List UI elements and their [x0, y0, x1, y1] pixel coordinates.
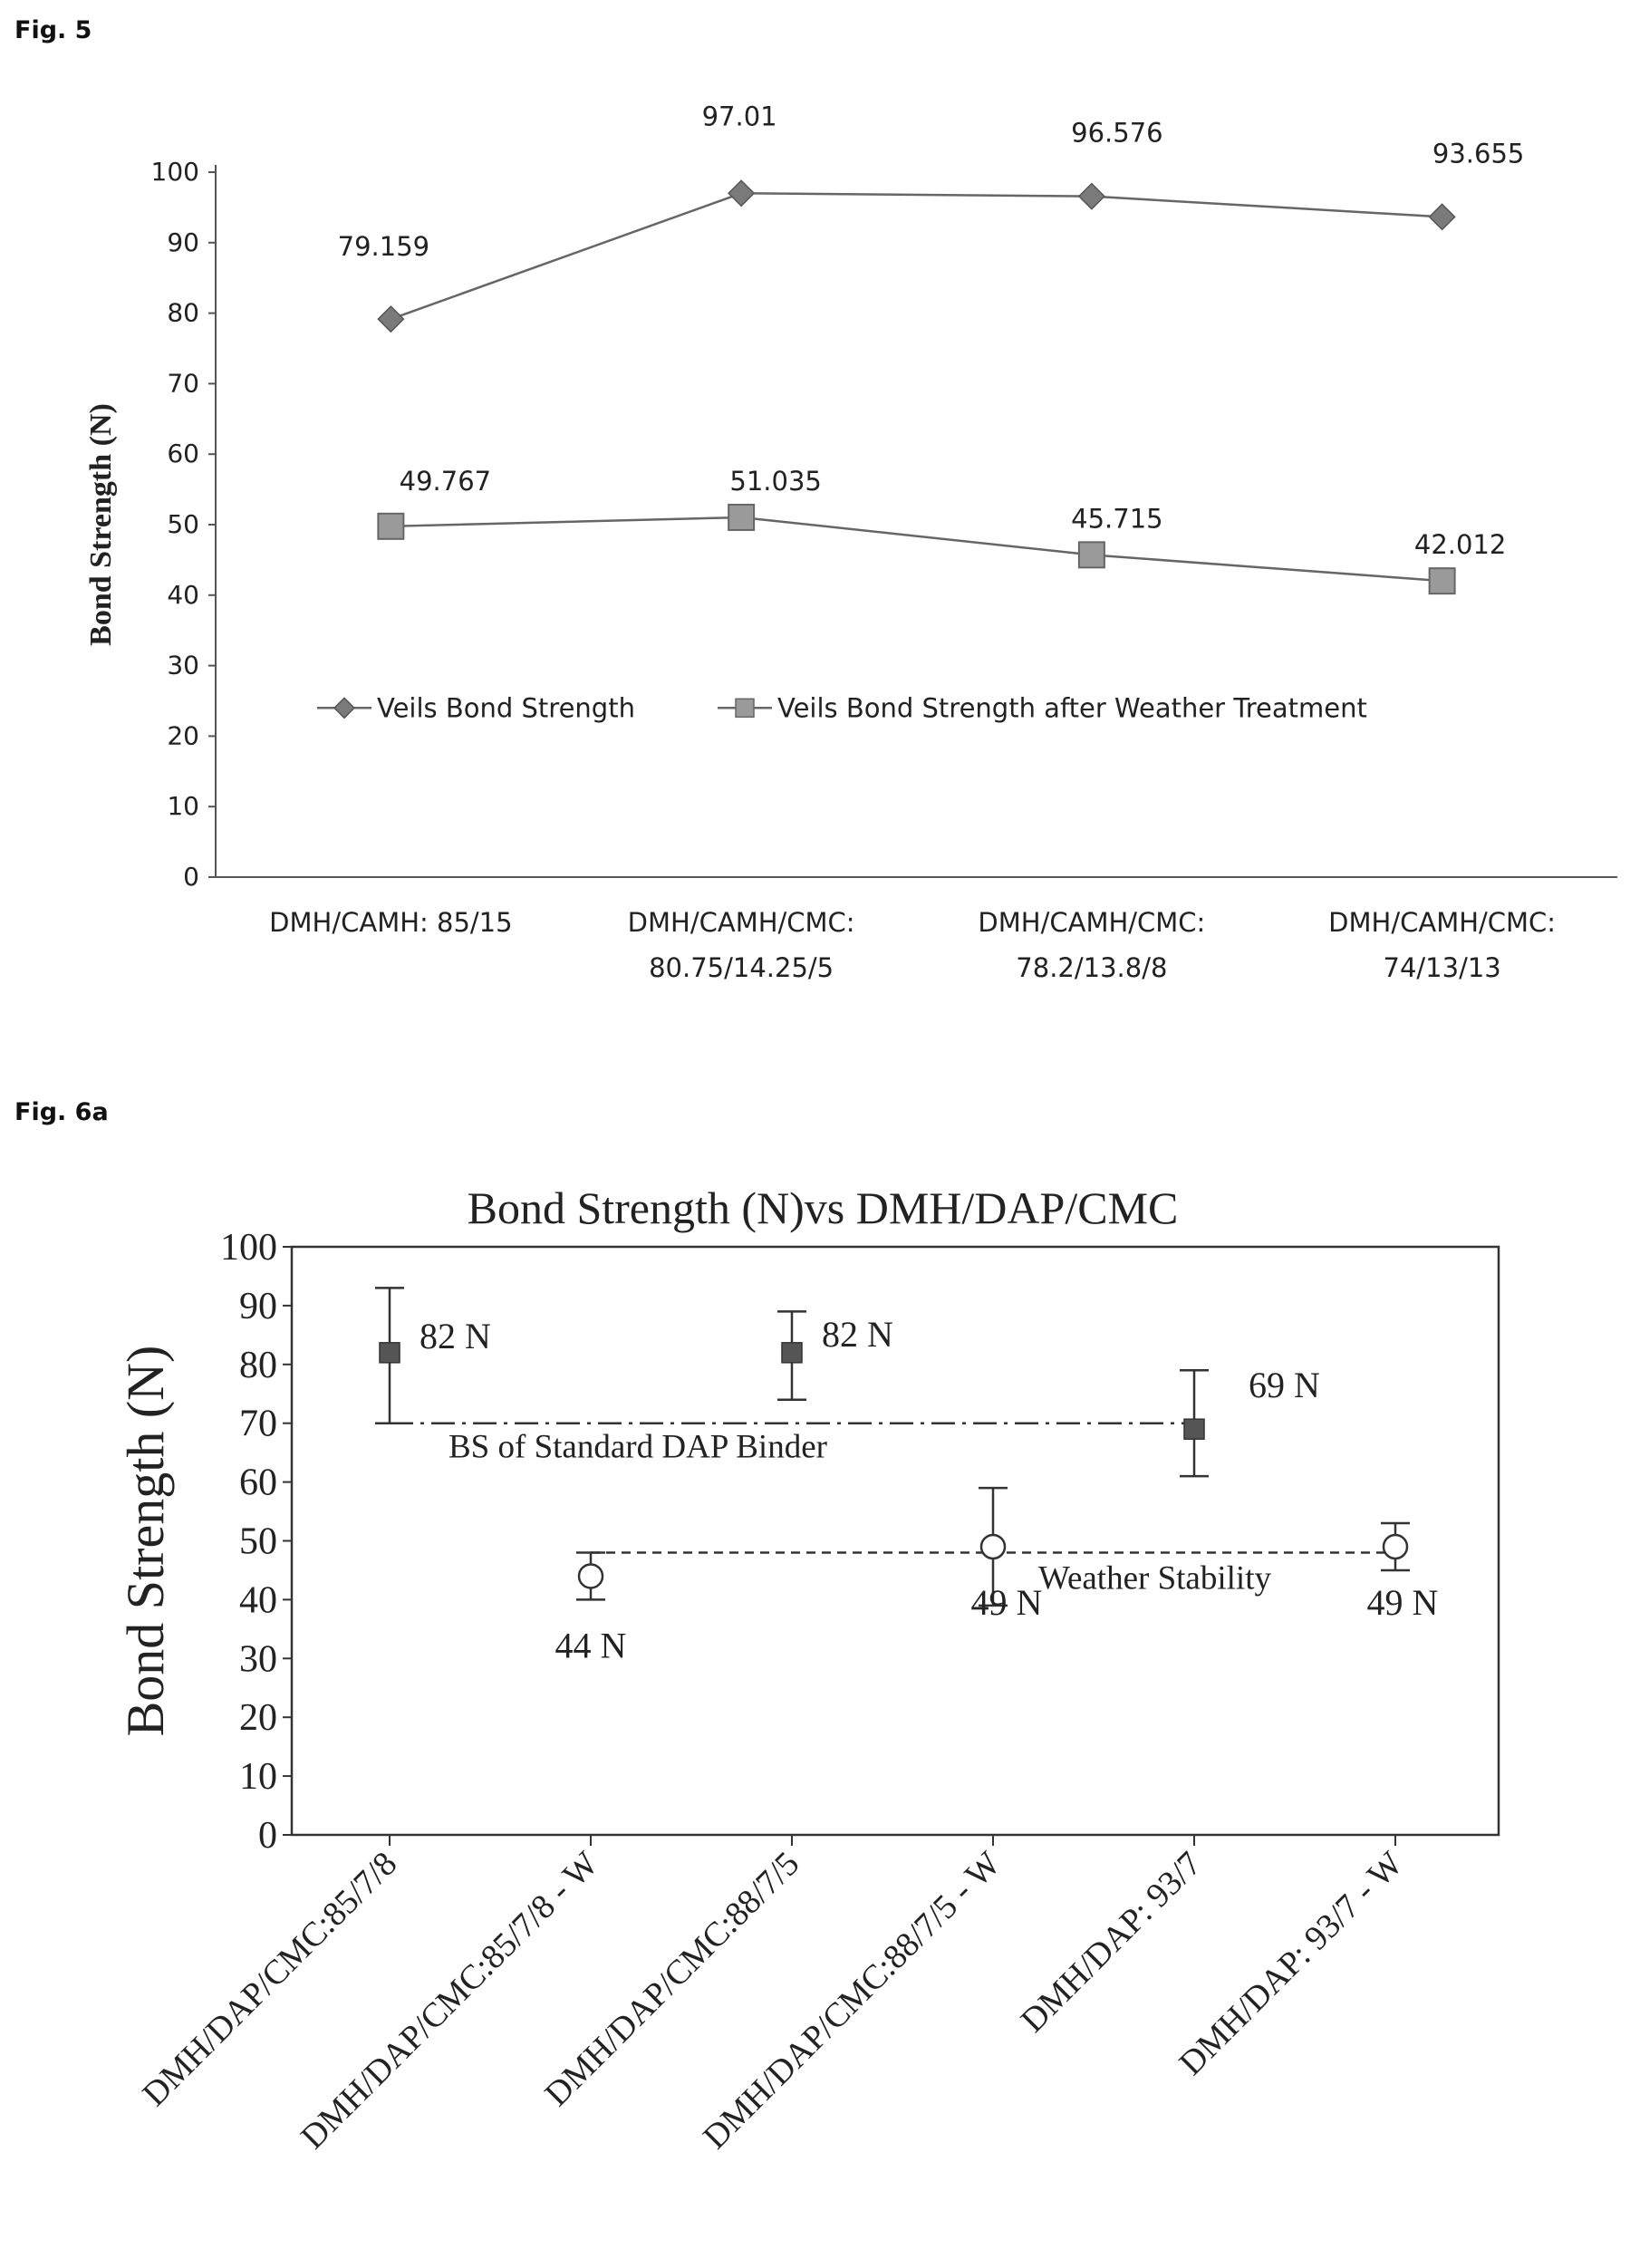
data-label: 93.655	[1432, 138, 1524, 169]
data-label: 49.767	[400, 466, 491, 497]
fig6a-errorbar-chart: Bond Strength (N)vs DMH/DAP/CMC 0 10 20 30 40…	[116, 1182, 1500, 2157]
data-point-circle	[979, 1533, 1007, 1560]
series-line-1	[390, 192, 1442, 321]
data-label: 69 N	[1249, 1365, 1320, 1405]
y-tick-label: 50	[239, 1521, 277, 1563]
x-tick-label: DMH/CAMH/CMC:	[1328, 907, 1556, 938]
y-tick-label: 30	[167, 651, 199, 680]
fig5-line-chart: 0 10 20 30 40 50 60 70 80 90 100 Bond Strength (N) D…	[84, 101, 1617, 983]
y-tick-label: 80	[167, 298, 199, 328]
x-tick-label: DMH/DAP: 93/7 - W	[1172, 1845, 1411, 2083]
y-axis-title: Bond Strength (N)	[84, 403, 118, 646]
y-tick-label: 70	[167, 368, 199, 398]
data-point-square	[379, 1342, 400, 1364]
y-tick-label: 90	[239, 1286, 277, 1327]
data-point-diamond	[377, 305, 405, 333]
y-tick-label: 40	[239, 1579, 277, 1621]
y-tick-label: 100	[151, 157, 199, 187]
y-tick-label: 50	[167, 509, 199, 539]
data-label: 97.01	[702, 101, 777, 131]
data-point-diamond	[1077, 182, 1105, 210]
y-tick-label: 20	[167, 720, 199, 750]
data-label: 45.715	[1071, 503, 1162, 534]
y-axis-title: Bond Strength (N)	[116, 1346, 175, 1737]
y-tick-label: 40	[167, 580, 199, 610]
fig6a-label: Fig. 6a	[14, 1098, 109, 1126]
y-tick-label: 60	[167, 439, 199, 468]
y-tick-label: 60	[239, 1462, 277, 1504]
reference-label: BS of Standard DAP Binder	[448, 1429, 827, 1466]
legend-marker-diamond	[333, 697, 356, 719]
data-point-diamond	[728, 179, 756, 207]
y-tick-label: 30	[239, 1638, 277, 1680]
data-point-square	[377, 512, 405, 540]
series-line-2	[391, 516, 1442, 583]
data-label: 51.035	[729, 466, 821, 497]
data-point-square	[1077, 541, 1105, 569]
data-point-circle	[577, 1563, 604, 1589]
x-tick-label: DMH/CAMH/CMC:	[628, 907, 855, 938]
x-tick-label: DMH/DAP: 93/7	[1014, 1845, 1210, 2041]
y-tick-label: 10	[239, 1756, 277, 1798]
data-point-square	[728, 503, 756, 531]
x-tick-label: 78.2/13.8/8	[1016, 952, 1167, 983]
fig5-label: Fig. 5	[14, 16, 92, 44]
y-tick-label: 0	[258, 1815, 277, 1857]
y-tick-label: 100	[220, 1227, 277, 1269]
y-tick-label: 0	[183, 862, 199, 892]
data-point-circle	[1382, 1533, 1409, 1560]
data-label: 49 N	[1367, 1582, 1439, 1623]
y-tick-label: 90	[167, 227, 199, 257]
x-tick-label: 74/13/13	[1384, 952, 1501, 983]
y-tick-label: 70	[239, 1404, 277, 1445]
chart-title: Bond Strength (N)vs DMH/DAP/CMC	[468, 1182, 1179, 1233]
data-point-square	[1428, 567, 1456, 595]
data-label: 82 N	[420, 1316, 491, 1356]
legend-label: Veils Bond Strength	[377, 692, 635, 723]
y-tick-label: 80	[239, 1345, 277, 1386]
x-tick-label: 80.75/14.25/5	[649, 952, 834, 983]
data-point-diamond	[1428, 203, 1456, 231]
x-tick-label: DMH/CAMH: 85/15	[269, 907, 512, 938]
y-tick-label: 10	[167, 791, 199, 821]
legend-marker-square	[735, 698, 755, 719]
y-tick-label: 20	[239, 1697, 277, 1739]
data-label: 96.576	[1071, 118, 1162, 149]
x-tick-label: DMH/CAMH/CMC:	[978, 907, 1205, 938]
data-label: 79.159	[338, 231, 429, 262]
data-label: 42.012	[1414, 529, 1506, 560]
legend-label: Veils Bond Strength after Weather Treatm…	[777, 692, 1367, 723]
reference-label: Weather Stability	[1038, 1559, 1271, 1597]
data-label: 49 N	[971, 1582, 1043, 1623]
data-point-square	[1183, 1418, 1205, 1440]
data-point-square	[781, 1342, 803, 1364]
data-label: 44 N	[555, 1625, 627, 1665]
data-label: 82 N	[822, 1314, 893, 1355]
